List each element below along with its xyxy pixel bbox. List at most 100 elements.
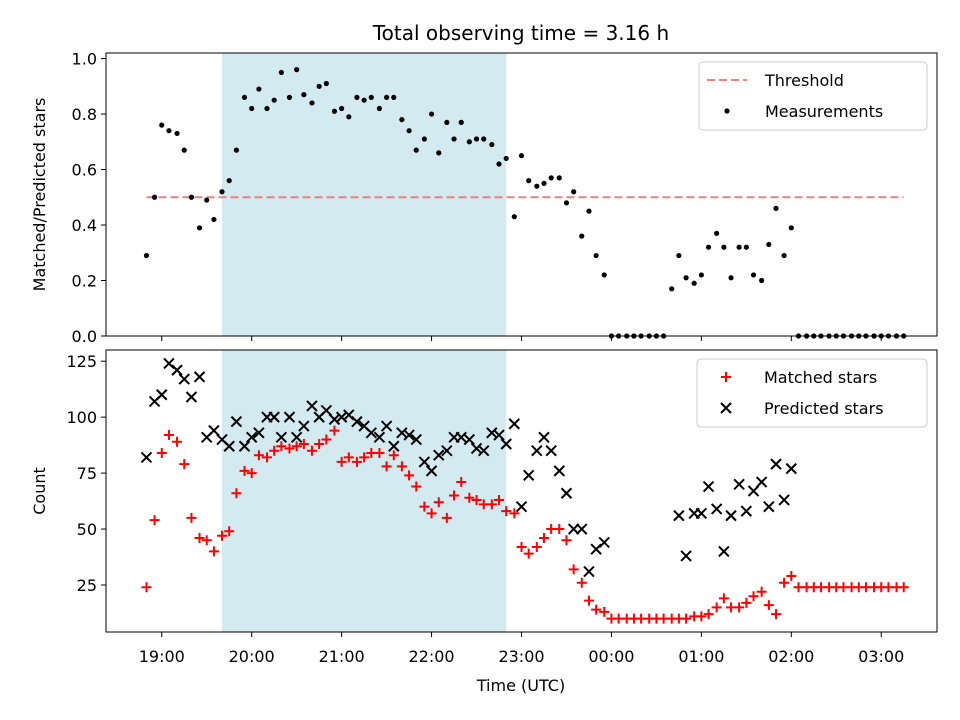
legend-series-label: Matched stars <box>764 368 877 387</box>
matched-star-point <box>494 494 505 505</box>
measurement-point <box>323 80 329 87</box>
matched-star-point <box>741 597 752 608</box>
predicted-star-point <box>365 427 378 439</box>
matched-star-point <box>381 461 392 472</box>
predicted-star-point <box>725 509 737 522</box>
measurement-point <box>526 178 532 184</box>
measurement-point <box>518 153 525 159</box>
predicted-star-point <box>455 431 467 443</box>
y-tick-label: 50 <box>77 520 97 539</box>
matched-star-point <box>253 450 264 461</box>
measurement-point <box>714 230 720 236</box>
predicted-star-point <box>770 458 782 470</box>
matched-star-point <box>231 488 242 499</box>
matched-star-point <box>194 533 205 543</box>
predicted-star-point <box>388 440 400 452</box>
predicted-star-point <box>380 420 393 432</box>
legend-box <box>696 358 928 428</box>
plot-frame-0 <box>105 52 938 337</box>
matched-star-point <box>163 430 174 441</box>
matched-star-point <box>568 564 579 575</box>
predicted-star-point <box>178 373 190 385</box>
predicted-star-point <box>545 445 557 457</box>
measurement-point <box>339 105 345 112</box>
matched-star-point <box>509 508 520 519</box>
measurement-point <box>466 139 472 145</box>
matched-star-point <box>696 611 707 622</box>
legend-matched-swatch <box>721 372 731 382</box>
y-tick-label: 0.6 <box>72 161 97 180</box>
predicted-star-point <box>433 449 445 461</box>
measurement-point <box>346 114 352 120</box>
measurement-point <box>143 252 150 259</box>
predicted-star-point <box>290 431 303 443</box>
measurement-point <box>188 194 195 200</box>
matched-star-point <box>561 535 572 546</box>
measurement-point <box>593 252 599 259</box>
y-tick-label: 1.0 <box>72 50 97 69</box>
matched-star-point <box>351 456 362 467</box>
predicted-star-point <box>351 415 363 428</box>
matched-star-point <box>554 524 565 535</box>
measurement-point <box>174 130 180 137</box>
predicted-star-point <box>710 503 723 515</box>
x-tick-label: 20:00 <box>229 647 275 666</box>
matched-star-point <box>718 593 729 604</box>
predicted-star-point <box>785 462 798 475</box>
legend-measurements-swatch <box>724 108 730 114</box>
predicted-star-point <box>185 391 198 403</box>
matched-star-point <box>276 441 287 452</box>
measurement-point <box>421 136 427 142</box>
chart-title: Total observing time = 3.16 h <box>372 21 669 45</box>
matched-star-point <box>531 541 542 552</box>
measurement-point <box>278 69 284 76</box>
measurement-point <box>204 197 210 203</box>
matched-star-point <box>149 515 160 526</box>
matched-star-point <box>516 541 527 552</box>
matched-star-point <box>681 613 692 624</box>
measurement-point <box>563 200 570 206</box>
predicted-star-point <box>298 420 310 432</box>
predicted-star-point <box>283 411 296 423</box>
matched-star-point <box>179 459 190 470</box>
matched-star-point <box>456 477 467 488</box>
matched-star-point <box>298 439 309 449</box>
matched-star-point <box>523 548 534 559</box>
matched-star-point <box>771 609 782 620</box>
measurement-point <box>166 128 172 134</box>
matched-star-point <box>501 506 512 517</box>
matched-star-point <box>141 582 152 593</box>
y-tick-label: 0.0 <box>72 327 97 346</box>
matched-star-point <box>433 497 444 508</box>
matched-star-point <box>201 535 212 546</box>
measurement-point <box>721 244 727 250</box>
y-tick-label: 75 <box>77 464 97 483</box>
measurement-point <box>361 97 367 103</box>
predicted-star-point <box>508 418 521 430</box>
matched-star-point <box>336 456 347 467</box>
y-tick-label: 0.2 <box>72 272 97 291</box>
measurement-point <box>788 225 794 231</box>
legend-threshold-label: Threshold <box>764 71 844 90</box>
matched-star-point <box>711 602 722 613</box>
observing-span-0 <box>222 53 507 336</box>
predicted-star-point <box>747 485 760 497</box>
matched-star-point <box>359 452 370 463</box>
x-tick-label: 21:00 <box>319 647 365 666</box>
measurement-point <box>264 105 270 112</box>
predicted-star-point <box>486 427 498 439</box>
measurement-point <box>691 280 697 286</box>
legend-series-label: Predicted stars <box>764 399 884 418</box>
measurement-point <box>211 216 217 223</box>
measurement-point <box>736 244 742 250</box>
x-axis-label: Time (UTC) <box>476 676 565 695</box>
y-axis-label: Count <box>30 467 49 515</box>
x-tick-label: 03:00 <box>858 647 904 666</box>
measurement-point <box>249 105 255 112</box>
y-tick-label: 125 <box>66 352 97 371</box>
matched-star-point <box>246 468 257 479</box>
matched-star-point <box>898 582 909 593</box>
measurement-point <box>781 252 787 259</box>
predicted-star-point <box>695 507 708 520</box>
